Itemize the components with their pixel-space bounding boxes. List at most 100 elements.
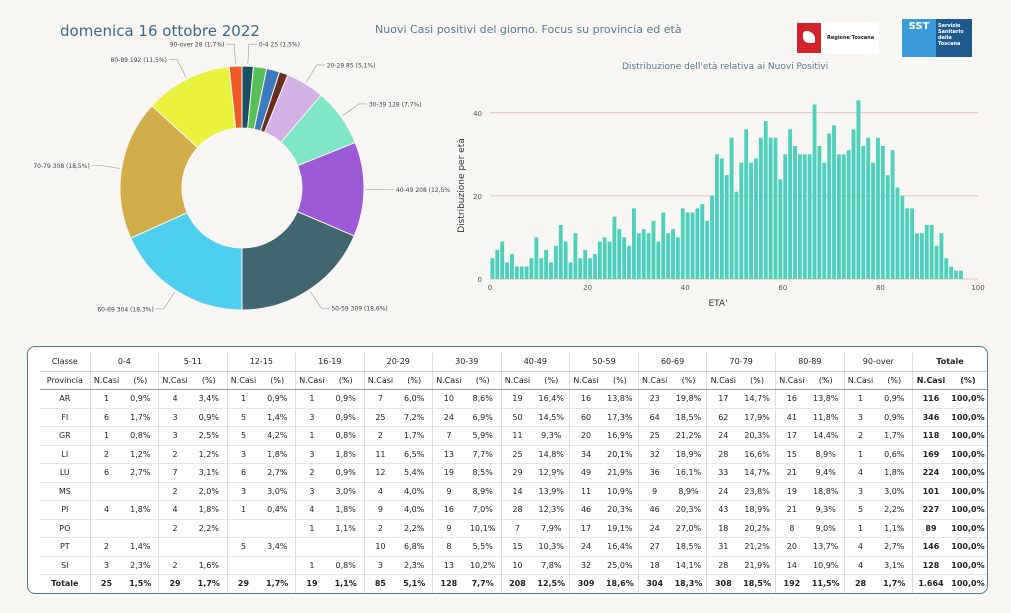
cell-pct: 8,9% [464,482,502,501]
pegasus-icon [797,23,821,53]
cell-ncasi: 21 [774,500,808,520]
cell-ncasi: 128 [431,574,465,593]
row-total: 118 [912,426,949,446]
cell-ncasi: 27 [637,537,671,557]
histogram-bar [524,266,529,279]
province-name: SI [40,556,91,575]
cell-ncasi: 9 [431,519,465,538]
histogram-bar [563,241,568,279]
cell-ncasi: 1 [843,519,877,538]
cell-ncasi: 3 [158,426,191,446]
histogram-bar [549,262,553,279]
cell-pct: 1,7% [190,574,228,593]
cell-pct: 1,7% [876,574,913,593]
histogram-bar [846,150,851,279]
histogram-title: Distribuzione dell'età relativa ai Nuovi… [622,62,829,72]
histogram-bar [710,195,714,279]
cell-pct: 0,9% [327,408,365,427]
cell-pct: 21,9% [601,463,639,483]
cell-pct: 0,4% [259,500,296,520]
pct-header: (%) [327,371,365,390]
sst-logo: SST Servizio Sanitario della Toscana [902,19,972,57]
cell-pct: 0,9% [876,389,913,409]
cell-ncasi: 308 [706,574,740,593]
pie-slice-label: 90-over 28 (1,7%) [170,42,225,49]
cell-pct: 1,7% [396,426,433,446]
cell-ncasi: 18 [706,519,740,538]
cell-ncasi: 19 [431,463,465,483]
cell-ncasi: 2 [158,519,191,538]
cell-pct: 9,3% [533,426,570,446]
cell-pct: 1,8% [327,500,365,520]
cell-ncasi: 31 [706,537,740,557]
histogram-bar [558,224,563,279]
cell-ncasi: 18 [637,556,671,575]
cell-pct: 12,5% [533,574,570,593]
y-tick-label: 20 [473,193,482,201]
province-name: FI [40,408,91,427]
histogram-bar [958,270,963,279]
cell-pct: 20,3% [670,500,707,520]
cell-ncasi: 2 [158,556,191,575]
histogram-bar [861,146,866,279]
histogram-bar [763,121,768,279]
histogram-bar [573,233,578,279]
age-class-header: 40-49 [500,353,570,372]
cell-pct: 3,1% [876,556,913,575]
row-total: 1.664 [912,574,949,593]
cell-ncasi: 25 [363,408,397,427]
cell-pct: 1,8% [122,500,159,520]
cell-ncasi: 192 [774,574,808,593]
histogram-bar [588,258,592,279]
cell-ncasi: 1 [295,426,328,446]
cell-ncasi: 28 [706,556,740,575]
pie-leader-line [247,43,257,65]
cell-ncasi: 16 [431,500,465,520]
pie-slice-label: 40-49 208 (12,5%) [396,187,450,194]
histogram-bar [934,245,939,279]
y-tick-label: 40 [473,110,482,118]
cell-pct: 1,2% [122,445,159,464]
cell-ncasi: 7 [500,519,534,538]
age-class-header: 16-19 [295,353,365,372]
row-total-pct: 100,0% [948,389,987,409]
cell-pct: 7,0% [464,500,502,520]
cell-ncasi: 11 [569,482,602,501]
cell-ncasi: 41 [774,408,808,427]
histogram-bar [836,154,841,279]
age-class-header: 12-15 [226,353,296,372]
cell-pct: 2,0% [190,482,228,501]
province-name: PT [40,537,91,557]
cell-pct: 6,9% [464,408,502,427]
histogram-bar [744,129,749,279]
cell-ncasi: 3 [843,482,877,501]
table-header-columns: Provincia N.Casi (%) N.Casi (%) N.Casi (%) N.Ca… [40,371,987,390]
histogram-bar [856,100,861,279]
cell-ncasi: 3 [89,556,123,575]
cell-ncasi: 21 [774,463,808,483]
cell-pct: 21,2% [739,537,776,557]
ncasi-header: N.Casi [637,371,671,390]
cell-pct: 7,8% [533,556,570,575]
histogram-bar [890,150,895,279]
cell-pct: 1,1% [327,574,365,593]
cell-ncasi: 36 [637,463,671,483]
histogram-bar [675,237,680,279]
cell-pct: 1,4% [259,408,296,427]
cell-ncasi: 1 [295,556,328,575]
cell-pct: 8,6% [464,389,502,409]
pct-header: (%) [948,371,987,390]
histogram-bar [627,245,632,279]
row-total-pct: 100,0% [948,574,987,593]
cell-pct: 16,1% [670,463,707,483]
cell-ncasi: 20 [774,537,808,557]
age-class-header: 20-29 [363,353,433,372]
cell-pct: 16,4% [601,537,639,557]
histogram-bar [827,133,832,279]
cell-ncasi: 5 [226,426,260,446]
cell-pct: 1,8% [876,463,913,483]
histogram-bar [544,249,549,279]
cell-pct: 6,0% [396,389,433,409]
ncasi-header: N.Casi [569,371,602,390]
histogram-bar [617,229,622,279]
